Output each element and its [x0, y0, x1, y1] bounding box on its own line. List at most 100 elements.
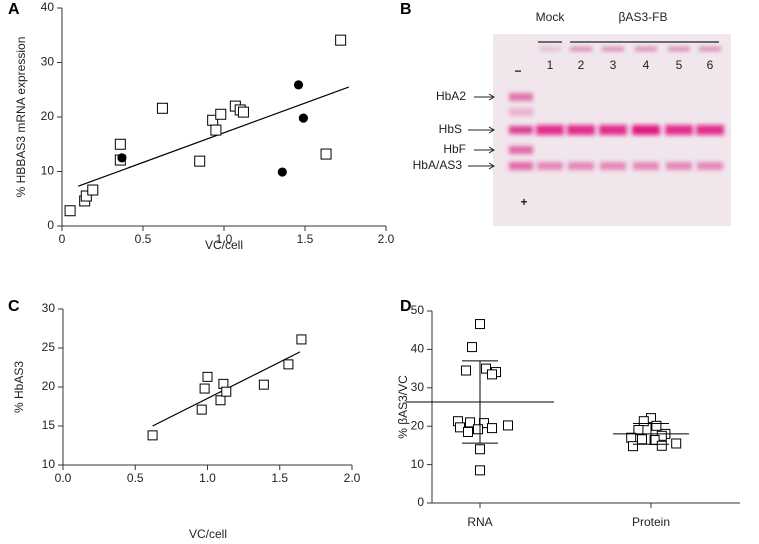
y-tick-label: 30: [41, 55, 55, 69]
point: [293, 80, 304, 90]
point: [194, 155, 206, 167]
panel-label: D: [400, 298, 412, 315]
gel-band: [699, 47, 721, 51]
gel-band: [539, 47, 561, 51]
x-tick-label: 0: [59, 232, 66, 246]
point: [335, 34, 347, 46]
gel-band: [599, 125, 627, 135]
panel-label: B: [400, 1, 412, 18]
y-tick-label: 20: [411, 418, 425, 432]
x-tick-label: 0.5: [127, 471, 144, 485]
y-tick-label: 50: [411, 303, 425, 317]
point: [64, 205, 76, 217]
y-tick-label: 30: [411, 380, 425, 394]
point: [473, 424, 483, 435]
error-bar: [633, 423, 669, 445]
gel-band: [668, 47, 690, 51]
x-tick-label: 0.5: [135, 232, 152, 246]
panel-label: A: [8, 1, 20, 18]
lane-number: 6: [707, 58, 714, 72]
arrow-head: [488, 93, 495, 101]
point: [463, 426, 473, 437]
x-tick-label: 2.0: [344, 471, 361, 485]
lane-number: 4: [643, 58, 650, 72]
gel-band: [567, 125, 595, 135]
point: [210, 124, 222, 136]
point: [503, 420, 513, 431]
gel-band: [697, 162, 723, 170]
y-axis-label: % HBBAS3 mRNA expression: [14, 37, 28, 198]
x-tick-label: 1.0: [199, 471, 216, 485]
y-axis-label: % HbAS3: [12, 361, 26, 413]
x-tick-label: 1.5: [297, 232, 314, 246]
x-axis-label: VC/cell: [189, 527, 227, 541]
point: [487, 423, 497, 434]
gel-band: [570, 47, 592, 51]
lane-number: 1: [547, 58, 554, 72]
fit-line: [77, 86, 349, 187]
point: [283, 359, 294, 370]
x-tick-label: 2.0: [378, 232, 395, 246]
gel-band: [602, 47, 624, 51]
error-bar: [462, 360, 498, 444]
x-tick-label: 1.5: [271, 471, 288, 485]
point: [199, 383, 210, 394]
y-tick-label: 30: [42, 301, 56, 315]
electrode-label: +: [520, 195, 527, 209]
point: [202, 371, 213, 382]
point: [626, 432, 637, 443]
y-tick-label: 20: [42, 379, 56, 393]
point: [475, 465, 485, 476]
point: [215, 395, 226, 406]
point: [237, 106, 249, 118]
arrow-head: [488, 126, 495, 134]
point: [465, 417, 475, 428]
point: [481, 363, 491, 374]
arrow-head: [488, 146, 495, 154]
electrode-label: −: [514, 64, 521, 78]
group-label: βAS3-FB: [619, 10, 668, 24]
x-tick-label: Protein: [632, 515, 670, 529]
arrow-head: [488, 162, 495, 170]
lane-number: 3: [610, 58, 617, 72]
gel-band: [509, 93, 533, 101]
point: [461, 365, 471, 376]
y-tick-label: 0: [47, 218, 54, 232]
point: [475, 444, 485, 455]
point: [80, 190, 92, 202]
x-tick-label: RNA: [467, 515, 492, 529]
point: [651, 420, 662, 431]
gel-band: [666, 162, 692, 170]
point: [296, 334, 307, 345]
band-label: HbA/AS3: [413, 158, 463, 172]
gel-band: [509, 146, 533, 154]
point: [637, 434, 647, 445]
point: [628, 441, 638, 452]
point: [114, 138, 126, 150]
y-tick-label: 40: [41, 0, 55, 14]
gel-band: [509, 162, 533, 170]
y-tick-label: 10: [42, 457, 56, 471]
y-tick-label: 10: [411, 457, 425, 471]
panel-label: C: [8, 298, 20, 315]
gel-band: [600, 162, 626, 170]
gel-band: [632, 125, 660, 135]
gel-band: [635, 47, 657, 51]
point: [671, 438, 682, 449]
point: [258, 379, 269, 390]
y-tick-label: 10: [41, 164, 55, 178]
gel-band: [537, 162, 563, 170]
y-tick-label: 20: [41, 109, 55, 123]
point: [87, 184, 99, 196]
gel-band: [509, 108, 533, 116]
x-axis-label: VC/cell: [205, 238, 243, 252]
point: [467, 342, 477, 353]
gel-band: [696, 125, 724, 135]
band-label: HbS: [439, 122, 462, 136]
point: [215, 108, 227, 120]
point: [221, 386, 232, 397]
y-tick-label: 40: [411, 342, 425, 356]
y-tick-label: 15: [42, 418, 56, 432]
point: [487, 369, 497, 380]
point: [320, 148, 332, 160]
